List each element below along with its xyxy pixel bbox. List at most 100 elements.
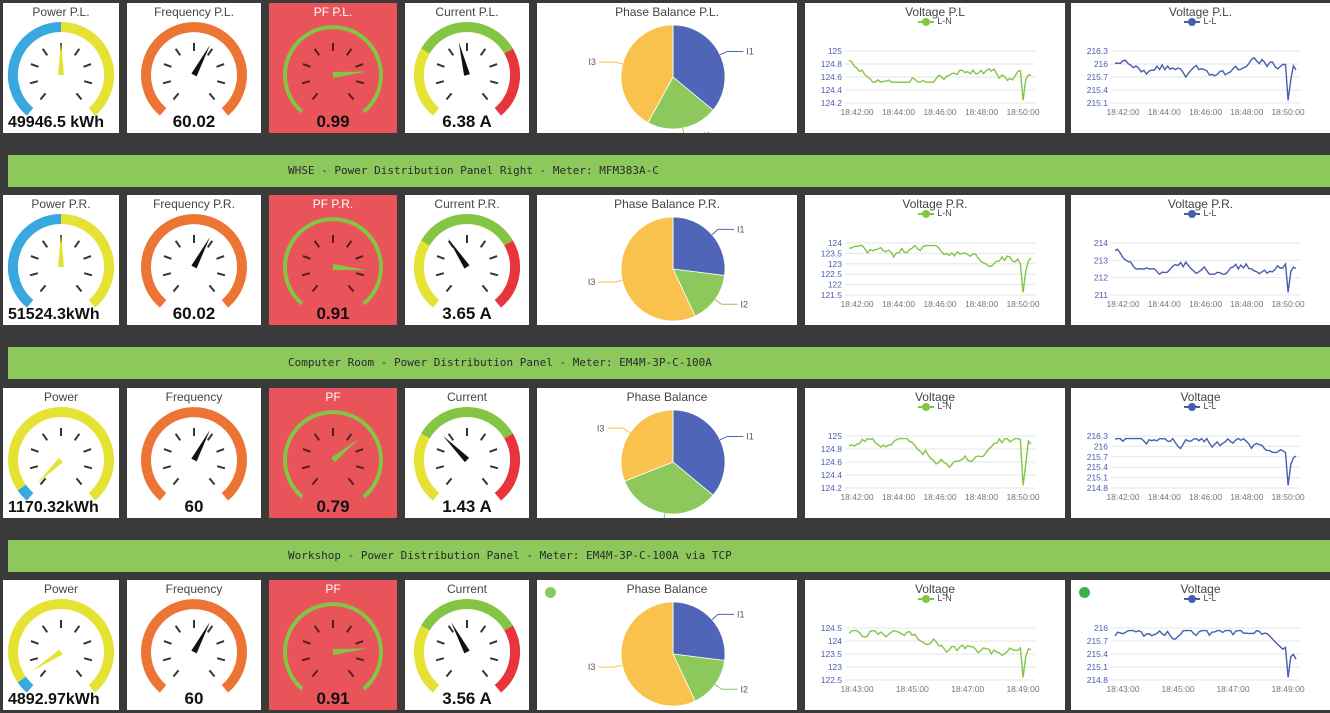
voltage-ll-panel[interactable]: Voltage P.R. L-L 214 213 212 211 18:42:00 18:44… [1071,195,1330,325]
x-tick-label: 18:48:00 [965,299,998,309]
voltage-line-chart: 125 124.8 124.6 124.4 124.218:42:00 18:44:00 1… [821,431,1040,502]
pf-gauge-dial [283,217,383,306]
voltage-ln-panel[interactable]: Voltage L-N 124.5 124 123.5 123 122.5 18:43:00 1… [805,580,1065,710]
frequency-panel[interactable]: Frequency P.L. 60.02 [127,3,261,133]
current-gauge-tick [447,433,455,441]
frequency-panel[interactable]: Frequency 60 [127,580,261,710]
pie-label-line [598,279,623,283]
pie-slice-i3[interactable] [620,24,674,124]
phase-panel[interactable]: Phase Balance I1 I2 I3 [537,388,797,518]
pf-gauge-tick [313,433,321,441]
frequency-gauge-tick [162,657,172,662]
power-gauge-tick [75,477,83,486]
pf-gauge-tick [313,240,321,248]
pie-label-line [711,613,735,620]
voltage-ln-panel[interactable]: Voltage L-N 125 124.8 124.6 124.4 124.2 18:42:0… [805,388,1065,518]
pf-gauge-needle [331,438,360,463]
frequency-gauge-dial [141,407,247,501]
current-gauge-tick [481,669,489,678]
current-panel[interactable]: Current 1.43 A [405,388,529,518]
voltage-series [848,437,1032,486]
pf-gauge-tick [311,477,319,486]
power-gauge-dial [7,213,115,308]
frequency-panel[interactable]: Frequency 60 [127,388,261,518]
power-gauge-dial [8,599,115,693]
pie-slice-i1[interactable] [672,601,726,661]
meter-row: Power 1170.32kWh Frequency 60 PF 0.79 Current 1… [0,388,1330,518]
current-gauge-tick [445,669,453,678]
x-tick-label: 18:50:00 [1006,299,1039,309]
pie-slice-i3[interactable] [620,601,696,707]
voltage-series [1114,56,1297,101]
phase-panel[interactable]: Phase Balance P.L. I1 I2 I3 [537,3,797,133]
frequency-gauge-tick [206,625,214,633]
pie-slice-i2[interactable] [672,268,726,317]
y-tick-label: 124.2 [821,98,843,108]
voltage-ll-panel[interactable]: Voltage P.L. L-L 216.3 216 215.7 215.4 215.1 18… [1071,3,1330,133]
y-tick-label: 124.8 [821,59,843,69]
power-gauge-band [8,407,115,501]
pf-panel[interactable]: PF P.L. 0.99 [269,3,397,133]
pf-gauge-tick [355,657,365,662]
voltage-series [1114,629,1297,678]
panel-title: Voltage [1180,390,1221,404]
voltage-ll-panel[interactable]: Voltage L-L 216 215.7 215.4 215.1 214.8 18:43:0… [1071,580,1330,710]
power-panel[interactable]: Power 1170.32kWh [3,388,119,518]
current-gauge-band [421,213,513,246]
current-value: 6.38 A [442,112,492,131]
pf-gauge-needle [332,71,367,78]
pf-gauge-tick [302,448,311,453]
current-gauge-tick [447,48,455,56]
power-panel[interactable]: Power 4892.97kWh [3,580,119,710]
power-value: 1170.32kWh [8,499,99,516]
frequency-panel[interactable]: Frequency P.R. 60.02 [127,195,261,325]
pf-gauge-tick [311,284,319,293]
current-panel[interactable]: Current 3.56 A [405,580,529,710]
panel-title: Current [446,390,487,404]
power-panel[interactable]: Power P.L. 49946.5 kWh [3,3,119,133]
pie-slice-i1[interactable] [672,216,726,276]
frequency-gauge-tick [216,657,226,662]
pf-panel[interactable]: PF 0.79 [269,388,397,518]
pie-label-line [663,513,666,518]
pf-panel[interactable]: PF 0.91 [269,580,397,710]
current-gauge-needle [458,42,470,76]
chart-legend: L-N [805,401,1065,411]
current-gauge-tick [435,272,445,277]
pie-label-line [711,228,735,235]
current-panel[interactable]: Current P.R. 3.65 A [405,195,529,325]
y-tick-label: 215.7 [1087,636,1109,646]
voltage-line-chart: 216.3 216 215.7 215.4 215.118:42:00 18:44:00 1… [1087,46,1305,117]
voltage-ll-panel[interactable]: Voltage L-L 216.3 216 215.7 215.4 215.1 214.8 18… [1071,388,1330,518]
voltage-series [1114,437,1297,486]
y-tick-label: 216 [1094,59,1108,69]
y-tick-label: 122.5 [821,269,843,279]
meter-banner: Workshop - Power Distribution Panel - Me… [8,540,1330,572]
x-tick-label: 18:50:00 [1271,107,1304,117]
frequency-gauge-dial [141,22,247,116]
voltage-ln-panel[interactable]: Voltage P.L L-N 125 124.8 124.6 124.4 124.2 18:… [805,3,1065,133]
power-panel[interactable]: Power P.R. 51524.3kWh [3,195,119,325]
y-tick-label: 215.4 [1087,85,1109,95]
frequency-gauge-tick [162,272,172,277]
pf-panel[interactable]: PF P.R. 0.91 [269,195,397,325]
x-tick-label: 18:48:00 [1230,299,1263,309]
chart-legend: L-L [1071,593,1330,603]
voltage-ln-panel[interactable]: Voltage P.R. L-N 124 123.5 123 122.5 122 121.5 1… [805,195,1065,325]
pie-slice-i2[interactable] [672,653,726,702]
pie-slice-i3[interactable] [620,216,696,322]
legend-swatch [918,17,935,26]
pf-value: 0.79 [316,497,350,516]
x-tick-label: 18:46:00 [923,492,956,502]
phase-panel[interactable]: Phase Balance I1 I2 I3 [537,580,797,710]
power-gauge-band [17,484,34,501]
pie-slice-i3[interactable] [620,409,674,482]
current-gauge-tick [489,640,498,645]
current-panel[interactable]: Current P.L. 6.38 A [405,3,529,133]
power-value: 4892.97kWh [8,691,100,708]
current-gauge-band [494,433,520,501]
pie-label: I3 [597,423,605,433]
power-gauge-tick [39,92,47,101]
phase-panel[interactable]: Phase Balance P.R. I1 I2 I3 [537,195,797,325]
panel-title: Frequency [165,390,223,404]
